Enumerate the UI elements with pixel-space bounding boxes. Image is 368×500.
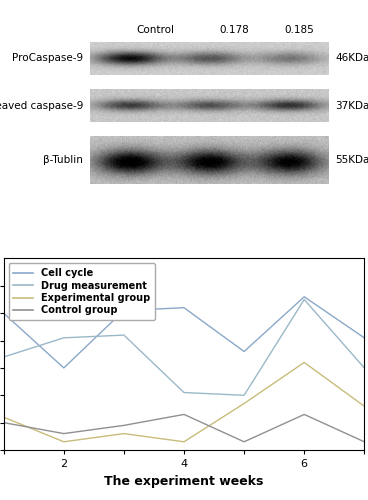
Legend: Cell cycle, Drug measurement, Experimental group, Control group: Cell cycle, Drug measurement, Experiment… xyxy=(8,264,155,320)
Text: Control: Control xyxy=(136,26,174,36)
Text: 37KDa: 37KDa xyxy=(336,100,368,110)
Text: β-Tublin: β-Tublin xyxy=(43,156,83,166)
X-axis label: The experiment weeks: The experiment weeks xyxy=(104,474,264,488)
Text: ProCaspase-9: ProCaspase-9 xyxy=(12,54,83,64)
Text: 0.178: 0.178 xyxy=(220,26,250,36)
Text: Cleaved caspase-9: Cleaved caspase-9 xyxy=(0,100,83,110)
Text: 46KDa: 46KDa xyxy=(336,54,368,64)
Text: 55KDa: 55KDa xyxy=(336,156,368,166)
Text: 0.185: 0.185 xyxy=(284,26,314,36)
